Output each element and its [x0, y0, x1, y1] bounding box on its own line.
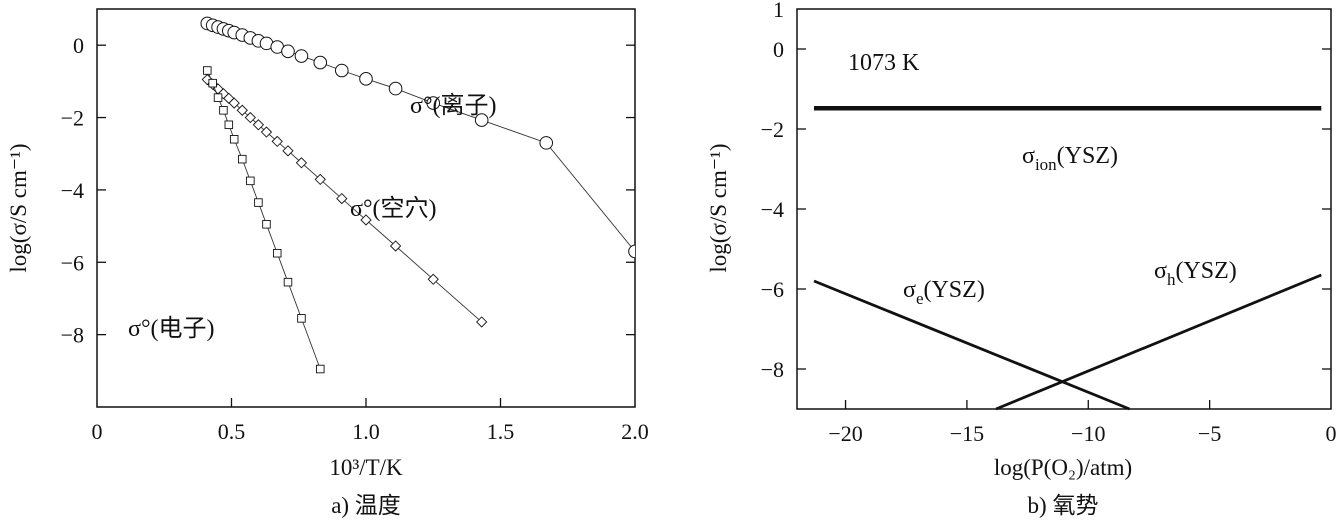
data-point-square	[229, 135, 239, 144]
data-point-circle	[474, 113, 489, 127]
data-point-square	[283, 277, 293, 287]
panel-a-y-tick-label: −2	[61, 106, 84, 131]
panel-b-series	[813, 105, 1322, 411]
panel-b-y-tick-label: −2	[761, 117, 784, 142]
label-hole-series: σ°(空穴)	[350, 195, 437, 222]
panel-a-caption: a) 温度	[331, 493, 401, 518]
data-point-diamond	[282, 145, 294, 157]
panel-a-y-tick-label: 0	[73, 33, 84, 58]
data-point-diamond	[314, 173, 326, 186]
data-point-diamond	[236, 104, 248, 116]
data-point-square	[219, 106, 228, 115]
data-point-circle	[628, 244, 635, 259]
data-point-diamond	[295, 157, 308, 169]
data-point-diamond	[228, 97, 240, 109]
panel-b-oxygen-potential: −20 −15 −10 −5 0 1 0 −2 −4 −6 −8 1073 K log(P(O₂)/…	[706, 0, 1337, 518]
data-point-diamond	[271, 135, 283, 148]
label-series-ion: σion(YSZ)	[1022, 143, 1118, 174]
label-series-e: σe(YSZ)	[903, 277, 985, 308]
panel-b-ticks: −20 −15 −10 −5 0 1 0 −2 −4 −6 −8	[761, 0, 1337, 446]
data-point-circle	[313, 55, 328, 70]
series-line-h	[995, 273, 1322, 411]
panel-b-x-tick-label: 0	[1326, 421, 1337, 446]
data-point-circle	[359, 72, 373, 86]
label-electron-series: σ°(电子)	[128, 315, 215, 342]
panel-b-y-axis-title: log(σ/S cm⁻¹)	[706, 143, 731, 272]
data-point-diamond	[336, 192, 348, 205]
data-point-square	[316, 364, 325, 374]
panel-a-temperature: 0 0.5 1.0 1.5 2.0 0 −2 −4 −6 −8 10³/T/K log(σ/S c…	[6, 8, 649, 518]
panel-a-x-tick-label: 2.0	[621, 419, 649, 444]
data-point-diamond	[252, 119, 265, 131]
data-point-square	[213, 93, 223, 102]
data-point-square	[272, 248, 282, 258]
data-point-circle	[281, 44, 295, 59]
panel-a-x-axis-title: 10³/T/K	[329, 455, 403, 480]
data-point-diamond	[427, 273, 439, 285]
panel-b-y-tick-label: −4	[761, 197, 784, 222]
series-line	[206, 70, 321, 370]
panel-a-x-tick-label: 0	[92, 419, 103, 444]
data-point-diamond	[260, 126, 273, 138]
label-ion-series: σ°(离子)	[410, 92, 497, 119]
panel-b-y-tick-label: 0	[773, 37, 784, 62]
temperature-annotation: 1073 K	[848, 50, 920, 76]
data-point-square	[238, 154, 247, 164]
data-point-square	[246, 176, 255, 186]
panel-b-series-labels: σion(YSZ) σe(YSZ) σh(YSZ)	[903, 143, 1237, 308]
data-point-square	[262, 220, 271, 229]
panel-a-y-tick-label: −6	[61, 250, 84, 275]
data-point-diamond	[476, 316, 488, 328]
panel-b-y-tick-label: −6	[761, 277, 784, 302]
panel-a-x-tick-label: 1.5	[487, 419, 515, 444]
data-point-square	[224, 120, 234, 130]
panel-b-y-tick-label: 1	[773, 0, 784, 22]
data-point-diamond	[389, 240, 402, 252]
panel-a-y-axis-title: log(σ/S cm⁻¹)	[6, 143, 31, 272]
panel-b-x-tick-label: −5	[1198, 421, 1221, 446]
series-square	[203, 66, 325, 374]
panel-b-caption: b) 氧势	[1028, 493, 1099, 518]
data-point-circle	[388, 81, 403, 96]
data-point-square	[297, 314, 306, 323]
label-series-h: σh(YSZ)	[1154, 258, 1237, 289]
data-point-square	[208, 78, 217, 88]
data-point-circle	[539, 136, 554, 150]
panel-b-y-tick-label: −8	[761, 357, 784, 382]
panel-b-x-axis-title: log(P(O₂)/atm)	[994, 455, 1132, 480]
panel-a-series	[200, 16, 635, 374]
data-point-square	[254, 198, 263, 207]
series-circle	[200, 16, 635, 259]
data-point-diamond	[244, 111, 256, 124]
panel-a-x-tick-label: 0.5	[218, 419, 246, 444]
panel-a-y-tick-label: −4	[61, 178, 84, 203]
data-point-circle	[426, 96, 441, 110]
panel-b-x-tick-label: −10	[1071, 421, 1105, 446]
data-point-diamond	[360, 214, 372, 226]
panel-a-ticks: 0 0.5 1.0 1.5 2.0 0 −2 −4 −6 −8	[61, 33, 649, 444]
data-point-circle	[334, 63, 349, 78]
series-line-e	[813, 279, 1131, 411]
panel-b-x-tick-label: −15	[950, 421, 984, 446]
panel-a-x-tick-label: 1.0	[352, 419, 380, 444]
data-point-circle	[294, 49, 309, 63]
panel-b-x-tick-label: −20	[828, 421, 862, 446]
data-point-square	[203, 66, 212, 75]
panel-a-y-tick-label: −8	[61, 323, 84, 348]
